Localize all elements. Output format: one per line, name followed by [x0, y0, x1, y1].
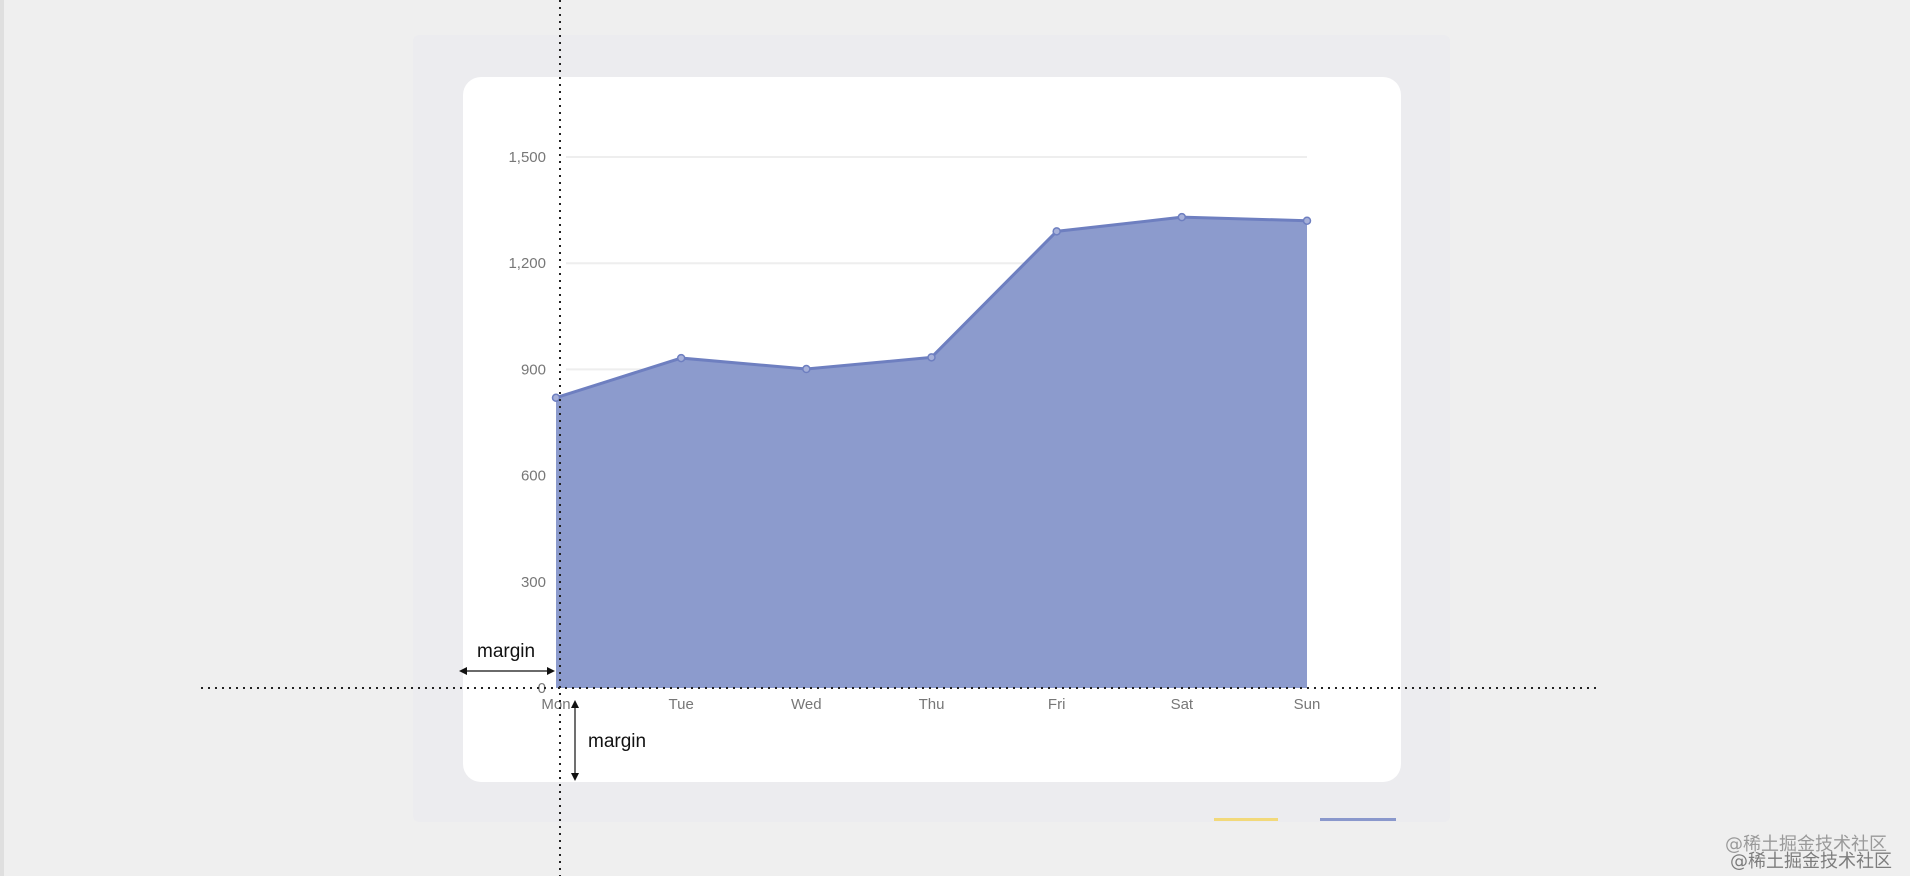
data-point — [927, 353, 936, 362]
bottom-margin-arrowhead-bottom — [571, 773, 579, 781]
x-tick-label: Mon — [541, 696, 570, 713]
legend-blue-swatch — [1320, 818, 1396, 821]
area-layer — [551, 212, 1312, 688]
x-tick-label: Tue — [669, 696, 694, 713]
x-tick-label: Thu — [919, 696, 945, 713]
left-margin-arrowhead-right — [547, 667, 555, 675]
y-tick-label: 900 — [521, 361, 546, 378]
y-tick-label: 300 — [521, 574, 546, 591]
x-tick-label: Wed — [791, 696, 822, 713]
data-point — [551, 393, 561, 402]
bottom-margin-arrowhead-top — [571, 700, 579, 708]
x-tick-label: Sat — [1171, 696, 1194, 713]
data-point — [1052, 227, 1061, 236]
data-point — [676, 353, 686, 363]
x-tick-label: Sun — [1294, 696, 1321, 713]
left-edge-strip — [0, 0, 4, 876]
x-tick-label: Fri — [1048, 696, 1066, 713]
y-tick-label: 1,200 — [508, 255, 546, 272]
watermark-line-2: @稀土掘金技术社区 — [1730, 851, 1892, 872]
area-series-fill — [556, 217, 1307, 688]
y-tick-label: 0 — [538, 680, 546, 697]
y-tick-label: 600 — [521, 468, 546, 485]
y-tick-label: 1,500 — [508, 149, 546, 166]
data-point — [1302, 216, 1312, 225]
data-point — [1177, 212, 1187, 222]
y-axis-tick-labels: 0 300 600 900 1,200 1,500 — [508, 149, 546, 697]
bottom-margin-label: margin — [588, 731, 646, 752]
legend-yellow-swatch — [1214, 818, 1278, 821]
margin-guides: margin margin — [201, 0, 1598, 876]
watermark-line-1: @稀土掘金技术社区 — [1725, 834, 1887, 855]
x-axis-tick-labels: Mon Tue Wed Thu Fri Sat Sun — [541, 696, 1320, 713]
data-point — [802, 364, 811, 374]
left-margin-label: margin — [477, 641, 535, 662]
left-margin-arrowhead-left — [459, 667, 467, 675]
